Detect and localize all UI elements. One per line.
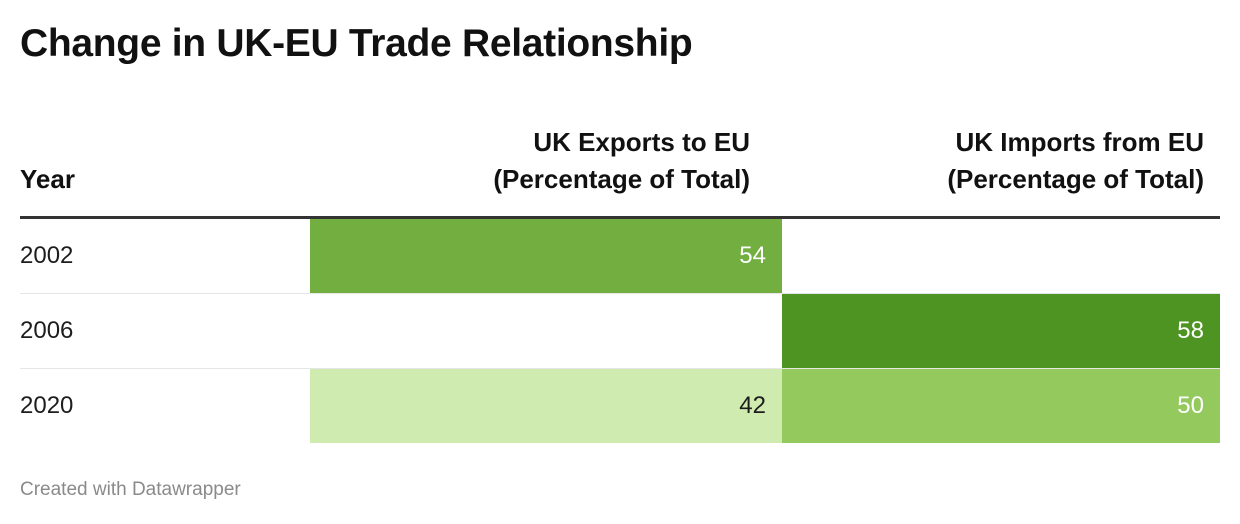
column-header-imports: UK Imports from EU (Percentage of Total)	[784, 124, 1204, 198]
column-header-imports-line2: (Percentage of Total)	[947, 164, 1204, 194]
year-cell: 2020	[20, 392, 74, 419]
column-header-imports-line1: UK Imports from EU	[955, 127, 1204, 157]
column-header-exports: UK Exports to EU (Percentage of Total)	[290, 124, 750, 198]
exports-cell: 54	[310, 219, 782, 293]
column-header-year: Year	[20, 161, 75, 198]
table-header: Year UK Exports to EU (Percentage of Tot…	[20, 120, 1220, 219]
exports-cell: 42	[310, 369, 782, 443]
year-cell: 2006	[20, 317, 74, 344]
exports-cell	[310, 294, 782, 368]
chart-title: Change in UK-EU Trade Relationship	[20, 22, 693, 65]
imports-cell	[782, 219, 1220, 293]
column-header-year-label: Year	[20, 164, 75, 194]
column-header-exports-line1: UK Exports to EU	[533, 127, 750, 157]
table-row: 2020 42 50	[20, 369, 1220, 443]
imports-cell: 58	[782, 294, 1220, 368]
attribution-footer: Created with Datawrapper	[20, 479, 241, 500]
table-row: 2006 58	[20, 294, 1220, 369]
imports-cell: 50	[782, 369, 1220, 443]
year-cell: 2002	[20, 242, 74, 269]
data-table: Year UK Exports to EU (Percentage of Tot…	[20, 120, 1220, 443]
column-header-exports-line2: (Percentage of Total)	[493, 164, 750, 194]
table-row: 2002 54	[20, 219, 1220, 294]
